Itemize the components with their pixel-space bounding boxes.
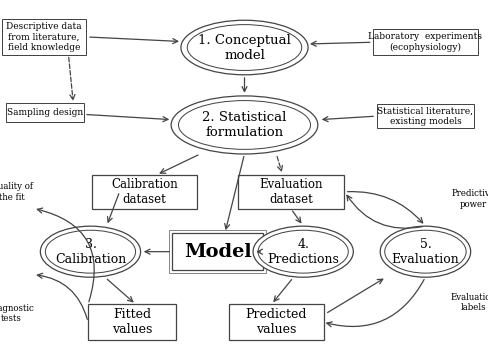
Text: Evaluation
labels: Evaluation labels [449, 293, 488, 313]
Text: Laboratory  experiments
(ecophysiology): Laboratory experiments (ecophysiology) [367, 32, 482, 52]
Text: 2. Statistical
formulation: 2. Statistical formulation [202, 111, 286, 139]
FancyBboxPatch shape [376, 104, 473, 128]
Text: Predicted
values: Predicted values [245, 308, 306, 336]
Ellipse shape [40, 226, 141, 277]
Text: Model: Model [183, 243, 251, 261]
FancyBboxPatch shape [228, 304, 323, 340]
FancyBboxPatch shape [2, 19, 85, 55]
FancyBboxPatch shape [6, 103, 83, 122]
Text: Evaluation
dataset: Evaluation dataset [259, 178, 322, 206]
Text: Fitted
values: Fitted values [112, 308, 152, 336]
Ellipse shape [380, 226, 469, 277]
FancyBboxPatch shape [88, 304, 176, 340]
Text: Sampling design: Sampling design [7, 108, 83, 117]
Text: 5.
Evaluation: 5. Evaluation [391, 238, 458, 266]
Text: Predictive
power: Predictive power [450, 189, 488, 209]
Text: Diagnostic
tests: Diagnostic tests [0, 303, 35, 323]
Text: Quality of
the fit: Quality of the fit [0, 182, 33, 202]
Text: 3.
Calibration: 3. Calibration [55, 238, 126, 266]
Ellipse shape [171, 96, 317, 154]
FancyBboxPatch shape [172, 233, 263, 270]
Text: 1. Conceptual
model: 1. Conceptual model [198, 33, 290, 62]
Text: Descriptive data
from literature,
field knowledge: Descriptive data from literature, field … [6, 22, 81, 52]
Ellipse shape [253, 226, 352, 277]
FancyBboxPatch shape [92, 175, 196, 208]
FancyBboxPatch shape [238, 175, 343, 208]
Text: Statistical literature,
existing models: Statistical literature, existing models [377, 106, 472, 126]
Ellipse shape [181, 20, 307, 75]
Text: Calibration
dataset: Calibration dataset [111, 178, 177, 206]
Text: 4.
Predictions: 4. Predictions [267, 238, 338, 266]
FancyBboxPatch shape [372, 29, 477, 55]
